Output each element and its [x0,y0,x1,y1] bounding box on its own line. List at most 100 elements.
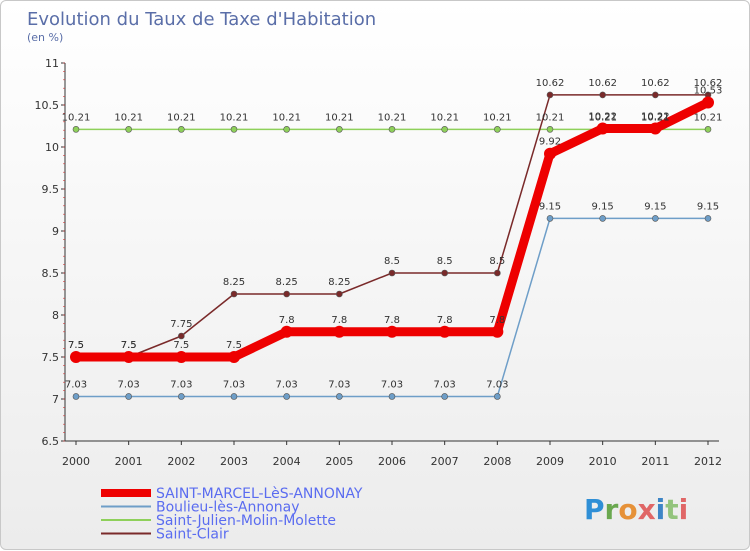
data-label: 7.5 [173,340,189,351]
data-label: 8.5 [384,256,400,267]
data-label: 7.8 [437,315,453,326]
data-label: 10.21 [272,112,301,123]
x-tick-label: 2006 [378,455,406,468]
x-tick-label: 2003 [220,455,248,468]
data-point [494,393,501,400]
legend: SAINT-MARCEL-LèS-ANNONAYBoulieu-lès-Anno… [101,486,363,543]
data-label: 10.62 [588,78,617,89]
data-point [388,269,396,277]
data-label: 7.75 [170,319,192,330]
data-point [178,126,185,133]
data-label: 7.5 [226,340,242,351]
data-point [386,325,398,338]
data-label: 7.03 [170,379,192,390]
data-label: 10.62 [536,78,565,89]
data-label: 7.03 [118,379,140,390]
y-tick-label: 11 [45,57,59,70]
data-label: 10.21 [325,112,354,123]
data-point [494,269,501,277]
legend-label: Saint-Clair [156,527,229,543]
legend-label: Boulieu-lès-Annonay [156,500,300,516]
data-point [388,393,396,400]
data-point [122,351,135,363]
data-label: 10.21 [220,112,249,123]
data-point [72,393,80,400]
data-point [652,91,659,99]
data-point [704,126,712,133]
data-point [70,351,82,363]
data-label: 10.21 [641,112,670,123]
x-tick-label: 2002 [167,455,195,468]
data-point [599,215,606,222]
data-label: 9.15 [592,201,614,212]
legend-label: SAINT-MARCEL-LèS-ANNONAY [156,486,363,502]
data-point [283,126,290,133]
data-point [438,325,451,338]
data-point [228,351,240,363]
data-label: 10.22 [588,112,617,123]
x-tick-label: 2000 [62,455,90,468]
data-label: 7.03 [223,379,245,390]
logo-letter: P [584,493,605,526]
x-tick-label: 2009 [536,455,564,468]
data-label: 7.8 [331,315,347,326]
series-line [76,217,708,398]
x-tick-label: 2001 [115,455,143,468]
proxiti-logo: Proxiti [584,493,688,526]
logo-letter: x [638,493,656,526]
data-label: 10.21 [167,112,196,123]
data-point [125,393,132,400]
data-label: 7.5 [121,340,137,351]
data-label: 9.15 [644,201,666,212]
y-tick-label: 10 [45,141,59,154]
data-point [230,290,238,298]
data-point [283,393,290,400]
data-point [280,325,293,338]
x-tick-label: 2008 [483,455,511,468]
data-point [125,126,132,133]
data-label: 7.03 [328,379,350,390]
data-label: 10.22 [641,112,670,123]
logo-letter: i [656,493,666,526]
logo-letter: t [665,493,678,526]
data-label: 10.21 [483,112,512,123]
y-tick-label: 8 [52,309,59,322]
data-label: 8.25 [276,277,298,288]
data-point [649,122,662,135]
data-label: 10.21 [378,112,407,123]
data-point [599,91,606,99]
data-label: 10.62 [641,78,670,89]
data-label: 7.5 [121,340,137,351]
data-label: 10.21 [536,112,565,123]
legend-label: Saint-Julien-Molin-Molette [156,513,336,529]
data-point [441,393,448,400]
data-point [546,126,554,133]
data-label: 7.03 [381,379,403,390]
data-point [546,91,554,99]
chart-title: Evolution du Taux de Taxe d'Habitation [27,9,376,30]
data-label: 10.21 [588,112,617,123]
axes: 6.5 7 7.5 8 8.5 9 9.5 10 10.5 11 2000 2001 2002 2003 2… [35,57,723,468]
data-point [230,126,238,133]
data-point [441,126,448,133]
data-point [546,215,554,222]
data-point [175,351,188,363]
data-point [388,126,396,133]
data-label: 7.03 [276,379,298,390]
data-label: 7.03 [65,379,87,390]
data-label: 9.15 [539,201,561,212]
data-point [544,147,556,160]
y-tick-label: 7 [52,393,59,406]
data-label: 7.8 [489,315,505,326]
data-label: 10.21 [114,112,143,123]
logo-letter: o [618,493,637,526]
x-tick-label: 2010 [589,455,617,468]
data-point [230,393,238,400]
data-label: 8.5 [437,256,453,267]
y-tick-label: 9.5 [42,183,60,196]
data-label: 9.92 [539,137,561,148]
x-tick-label: 2011 [641,455,669,468]
data-label: 8.25 [223,277,245,288]
data-point [491,325,504,338]
